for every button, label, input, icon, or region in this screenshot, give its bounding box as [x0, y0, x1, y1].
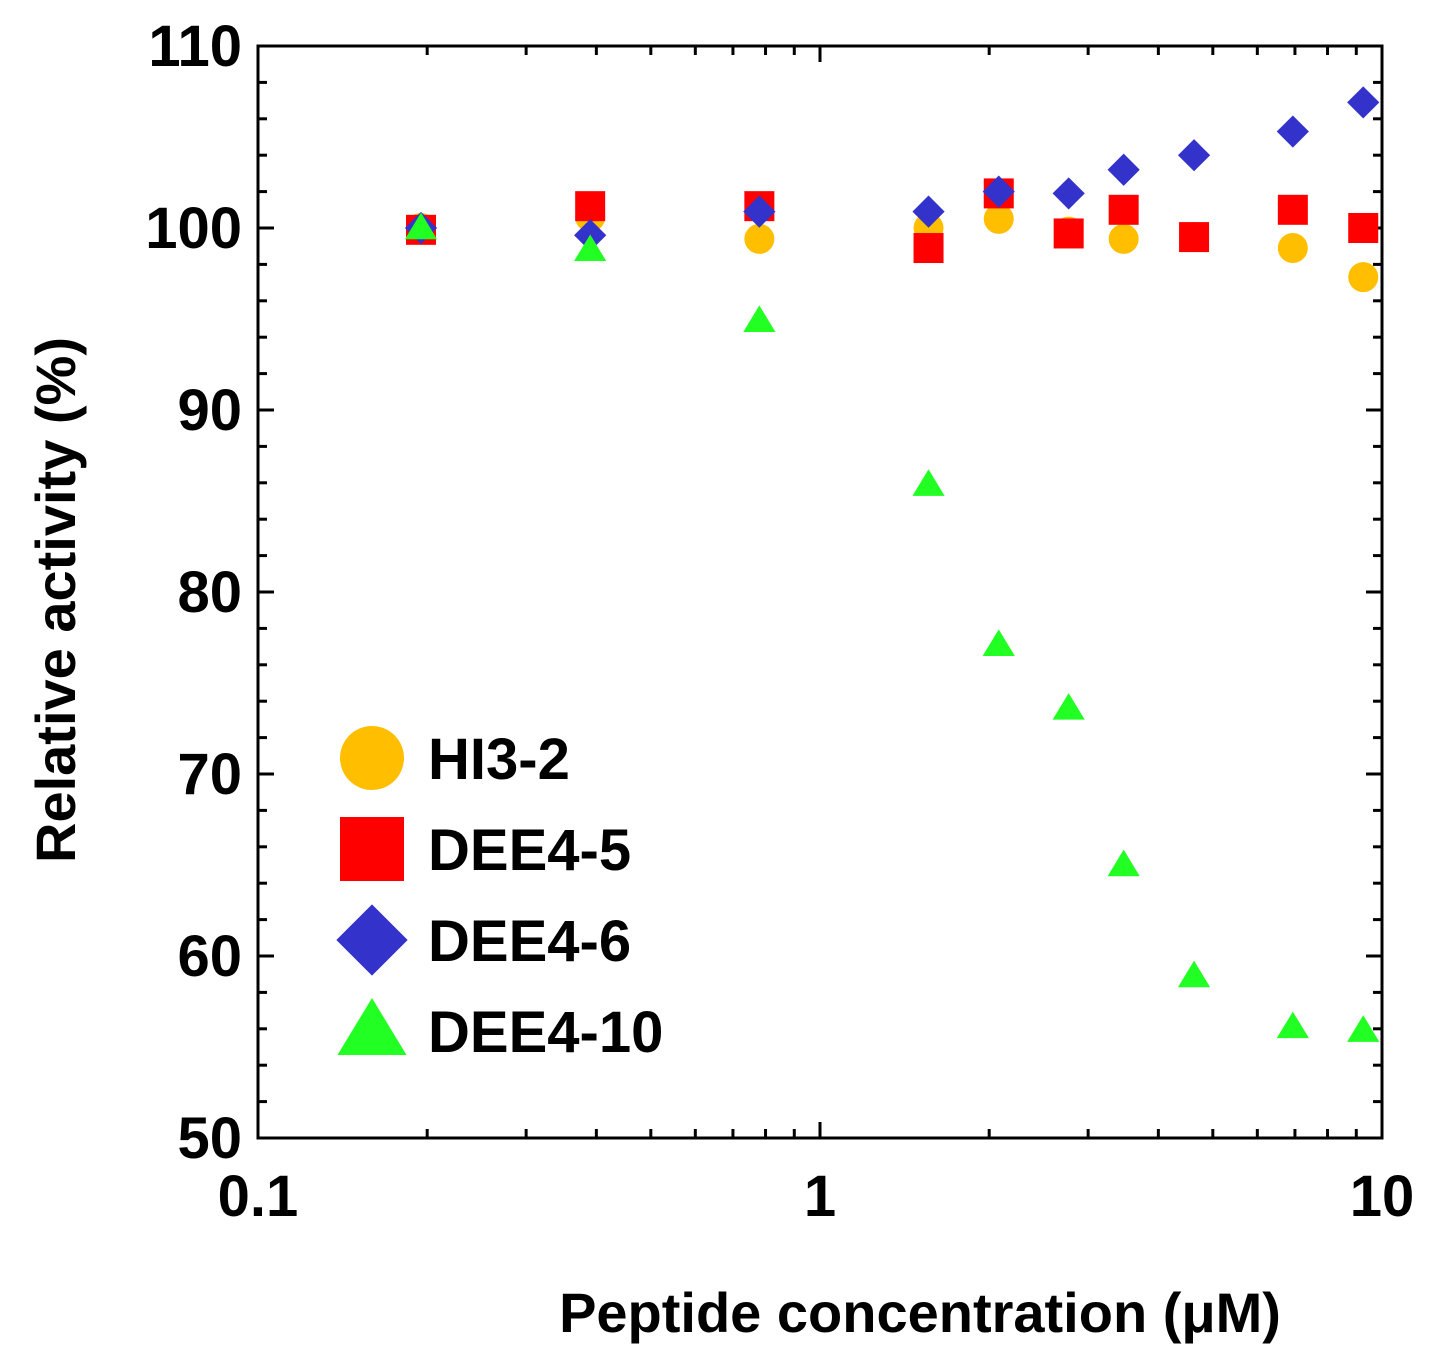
point-dee4-6: [743, 195, 776, 228]
point-hi3-2: [983, 203, 1014, 234]
y-tick-label: 80: [177, 560, 242, 625]
x-axis-title: Peptide concentration (μM): [559, 1281, 1281, 1344]
point-dee4-5: [1348, 213, 1379, 243]
point-dee4-10: [1052, 693, 1085, 720]
y-tick-label: 110: [148, 14, 242, 79]
point-dee4-5: [913, 233, 944, 264]
x-tick-label: 1: [804, 1164, 836, 1229]
y-axis-title: Relative activity (%): [24, 337, 87, 863]
legend-label: DEE4-5: [428, 818, 631, 883]
point-dee4-10: [1177, 960, 1211, 988]
legend: HI3-2 DEE4-5 DEE4-6 DEE4-10: [336, 726, 663, 1065]
point-dee4-6: [1107, 153, 1140, 186]
point-dee4-10: [574, 234, 607, 262]
point-dee4-10: [1276, 1011, 1309, 1039]
y-tick-label: 100: [145, 196, 242, 261]
point-dee4-10: [982, 629, 1015, 656]
y-tick-label: 90: [177, 378, 242, 443]
legend-marker-dee4-5: [340, 817, 404, 881]
point-hi3-2: [1108, 223, 1139, 254]
point-dee4-10: [1107, 849, 1140, 877]
point-hi3-2: [1277, 233, 1308, 264]
point-dee4-6: [982, 175, 1015, 208]
legend-label: DEE4-6: [428, 909, 631, 974]
point-dee4-6: [1177, 139, 1211, 172]
point-hi3-2: [744, 223, 775, 254]
point-hi3-2: [1348, 262, 1379, 293]
point-dee4-6: [1276, 115, 1309, 148]
point-dee4-6: [912, 195, 945, 228]
legend-marker-hi3-2: [340, 726, 404, 790]
point-dee4-10: [404, 212, 438, 240]
point-dee4-5: [1277, 194, 1308, 225]
point-dee4-5: [1108, 194, 1139, 225]
y-tick-label: 50: [177, 1106, 242, 1171]
point-dee4-10: [912, 469, 945, 496]
point-dee4-10: [1347, 1015, 1380, 1042]
point-dee4-5: [1179, 222, 1210, 253]
x-tick-label: 10: [1350, 1164, 1415, 1229]
point-dee4-6: [1347, 86, 1380, 119]
point-dee4-5: [1053, 218, 1084, 249]
y-tick-label: 60: [177, 924, 242, 989]
legend-label: HI3-2: [428, 727, 570, 792]
point-dee4-5: [575, 191, 606, 222]
y-tick-label: 70: [177, 742, 242, 807]
point-dee4-10: [743, 305, 776, 333]
axis-ticks: [256, 44, 1382, 1140]
data-points: [404, 86, 1380, 1042]
x-tick-label: 0.1: [218, 1164, 299, 1229]
point-dee4-6: [1052, 177, 1085, 210]
legend-label: DEE4-10: [428, 1000, 663, 1065]
legend-marker-dee4-6: [336, 904, 408, 976]
legend-marker-dee4-10: [337, 998, 407, 1055]
plot-frame: [256, 44, 1384, 1140]
